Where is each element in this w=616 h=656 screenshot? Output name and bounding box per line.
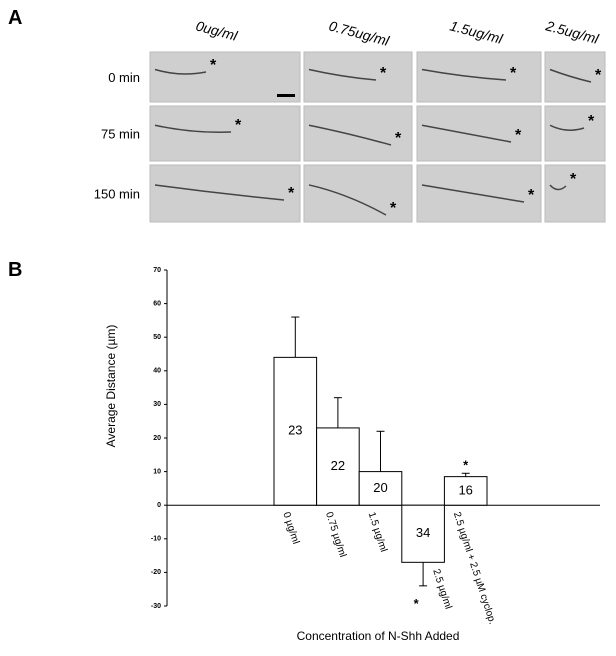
bar: [401, 504, 445, 563]
significance: *: [414, 596, 420, 611]
neurite: [549, 68, 592, 83]
y-tick-label: 60: [153, 300, 161, 307]
micrograph: [303, 105, 413, 162]
y-tick-label: 50: [153, 334, 161, 341]
marker: *: [288, 185, 295, 202]
marker: *: [235, 117, 242, 134]
y-tick-label: 30: [153, 401, 161, 408]
neurite: [308, 124, 392, 146]
bar: [316, 427, 360, 506]
marker: *: [510, 65, 517, 82]
y-tick-label: 40: [153, 368, 161, 375]
y-tick-label: 0: [157, 502, 161, 509]
bar: [358, 471, 403, 506]
column-label: 0ug/ml: [194, 17, 240, 44]
neurite: [308, 184, 387, 216]
y-tick-label: 70: [153, 267, 161, 274]
scale-bar: [277, 94, 295, 97]
neurite: [421, 124, 512, 143]
neurite: [154, 124, 232, 133]
micrograph: [544, 51, 606, 103]
x-tick-label: 2.5 µg/ml + 2.5 µM cyclop.: [451, 511, 498, 626]
marker: *: [390, 200, 397, 217]
neurite: [549, 184, 567, 191]
n-label: 20: [373, 480, 387, 495]
n-label: 22: [331, 458, 345, 473]
x-tick-label: 1.5 µg/ml: [366, 511, 389, 554]
neurite: [308, 68, 377, 81]
bar: [273, 356, 318, 506]
micrograph: [416, 164, 542, 223]
x-tick-label: 0.75 µg/ml: [323, 511, 348, 559]
y-tick-label: 10: [153, 468, 161, 475]
row-label: 75 min: [101, 127, 140, 142]
y-tick-label: -10: [151, 536, 161, 543]
micrograph: [416, 105, 542, 162]
neurite: [154, 184, 285, 201]
y-tick-label: -30: [151, 603, 161, 610]
y-axis-label: Average Distance (µm): [104, 325, 118, 448]
x-axis-label: Concentration of N-Shh Added: [297, 629, 460, 643]
column-label: 0.75ug/ml: [327, 17, 391, 49]
micrograph: [149, 51, 301, 103]
y-tick-label: -20: [151, 569, 161, 576]
x-tick-label: 2.5 µg/ml: [430, 568, 453, 611]
micrograph: [149, 105, 301, 162]
micrograph: [303, 51, 413, 103]
column-label: 2.5ug/ml: [543, 17, 601, 47]
column-label: 1.5ug/ml: [448, 17, 505, 47]
bar: [443, 476, 488, 506]
n-label: 16: [458, 482, 472, 497]
row-label: 150 min: [94, 187, 140, 202]
marker: *: [595, 67, 602, 84]
micrograph: [544, 164, 606, 223]
y-tick-label: 20: [153, 435, 161, 442]
neurite: [549, 124, 585, 131]
marker: *: [380, 65, 387, 82]
n-label: 34: [416, 525, 430, 540]
panel-label: A: [8, 7, 22, 29]
significance: *: [463, 457, 469, 472]
panel-label: B: [8, 259, 22, 281]
row-label: 0 min: [108, 70, 140, 85]
x-tick-label: 0 µg/ml: [280, 511, 301, 546]
marker: *: [570, 171, 577, 188]
neurite: [421, 68, 507, 81]
marker: *: [588, 113, 595, 130]
marker: *: [210, 57, 217, 74]
neurite: [421, 184, 525, 203]
marker: *: [528, 187, 535, 204]
neurite: [154, 68, 207, 75]
marker: *: [395, 130, 402, 147]
n-label: 23: [288, 423, 302, 438]
micrograph: [303, 164, 413, 223]
marker: *: [515, 127, 522, 144]
micrograph: [544, 105, 606, 162]
